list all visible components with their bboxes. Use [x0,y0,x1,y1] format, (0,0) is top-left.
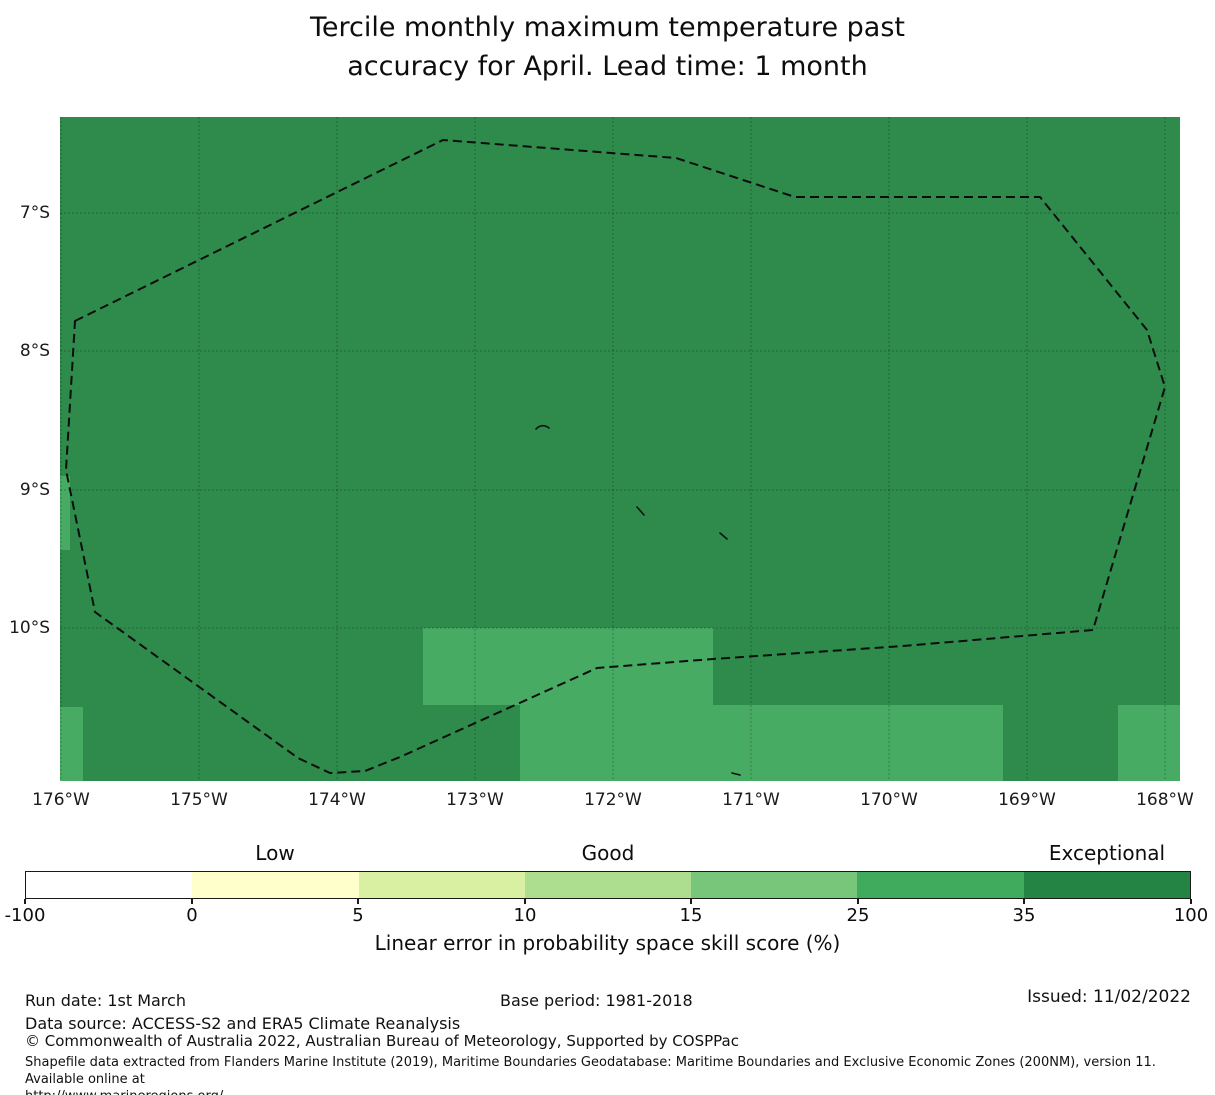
colorbar-tick [191,899,193,904]
island-mark-2 [636,506,645,516]
colorbar-caption: Linear error in probability space skill … [374,931,841,955]
skill-patch [1118,705,1180,781]
footer-shapefile-line-1: Shapefile data extracted from Flanders M… [25,1055,1156,1087]
x-axis-tick-label: 168°W [1136,790,1194,810]
footer-shapefile-line-2: http://www.marineregions.org/. [25,1088,1200,1095]
map-overlay [60,117,1180,781]
colorbar-category-label: Low [255,841,295,865]
x-axis-tick-label: 176°W [32,790,90,810]
footer-base-period: Base period: 1981-2018 [500,991,693,1010]
colorbar-tick [524,899,526,904]
footer-run-date: Run date: 1st March [25,991,186,1010]
island-mark-3 [719,532,728,540]
figure-title-line-2: accuracy for April. Lead time: 1 month [347,51,868,82]
island-mark-4 [731,772,741,776]
map-panel [60,117,1180,781]
colorbar-tick-label: 10 [513,905,537,926]
colorbar-category-label: Exceptional [1048,841,1166,865]
x-axis-tick-label: 170°W [860,790,918,810]
colorbar-tick-label: -100 [4,905,46,926]
colorbar-tick [24,899,26,904]
colorbar-segment [358,872,525,898]
colorbar-tick-label: 25 [846,905,870,926]
colorbar-tick-label: 100 [1173,905,1209,926]
eez-boundary-path [65,139,1166,774]
x-axis-tick-label: 169°W [998,790,1056,810]
x-axis-tick-label: 171°W [722,790,780,810]
figure-title: Tercile monthly maximum temperature past… [0,8,1215,86]
skill-patch [520,705,1003,781]
skill-patch [60,707,83,781]
colorbar-segment [857,872,1024,898]
colorbar-tick-label: 5 [352,905,364,926]
x-axis-tick-label: 175°W [170,790,228,810]
colorbar-segment [524,872,692,898]
colorbar-segment [192,872,359,898]
footer-shapefile-attribution: Shapefile data extracted from Flanders M… [25,1054,1200,1095]
colorbar-tick [1023,899,1025,904]
colorbar-category-label: Good [581,841,635,865]
footer-data-source: Data source: ACCESS-S2 and ERA5 Climate … [25,1014,461,1033]
colorbar-segment [26,872,193,898]
colorbar-segment [1023,872,1190,898]
x-axis-tick-label: 173°W [446,790,504,810]
colorbar-tick [1190,899,1192,904]
skill-patch [423,628,713,705]
footer-copyright: © Commonwealth of Australia 2022, Austra… [25,1032,739,1050]
skill-patch [60,476,70,550]
y-axis-tick-label: 7°S [19,203,50,223]
colorbar [25,871,1191,899]
x-axis-tick-label: 172°W [584,790,642,810]
footer-issued-date: Issued: 11/02/2022 [1027,987,1191,1007]
colorbar-tick [357,899,359,904]
island-mark-1 [535,424,550,430]
colorbar-tick-label: 35 [1012,905,1036,926]
figure-title-line-1: Tercile monthly maximum temperature past [309,12,905,43]
y-axis-tick-label: 8°S [19,341,50,361]
colorbar-tick [690,899,692,904]
colorbar-tick-label: 0 [186,905,198,926]
y-axis-tick-label: 10°S [9,618,50,638]
y-axis-tick-label: 9°S [19,480,50,500]
x-axis-tick-label: 174°W [308,790,366,810]
colorbar-tick-label: 15 [679,905,703,926]
colorbar-tick [857,899,859,904]
colorbar-segment [691,872,858,898]
